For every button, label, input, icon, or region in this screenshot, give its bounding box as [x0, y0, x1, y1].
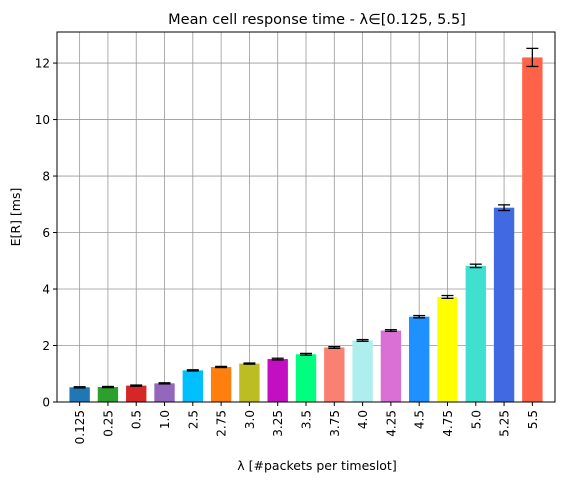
bar — [267, 359, 288, 402]
bar — [408, 316, 430, 402]
bar — [522, 57, 543, 402]
x-tick-label: 1.0 — [158, 410, 172, 429]
x-tick-label: 2.5 — [186, 410, 200, 429]
x-tick-label: 0.5 — [130, 410, 144, 429]
error-bar — [158, 382, 171, 385]
error-bar — [384, 329, 397, 333]
x-tick-label: 4.5 — [413, 410, 427, 429]
y-axis-ticks: 0 2 4 6 8 10 12 — [35, 57, 57, 410]
y-tick-label: 6 — [42, 226, 50, 240]
x-tick-label: 5.25 — [498, 410, 512, 437]
x-tick-label: 4.0 — [356, 410, 370, 429]
error-bar — [300, 352, 312, 356]
bar — [69, 387, 90, 402]
x-tick-label: 3.0 — [243, 410, 257, 429]
bar — [493, 207, 515, 402]
bars-group — [69, 57, 543, 402]
bar — [97, 387, 119, 402]
error-bar — [271, 357, 284, 361]
error-bar — [469, 263, 482, 269]
x-tick-label: 3.75 — [328, 410, 342, 437]
y-tick-label: 2 — [42, 339, 50, 353]
bar — [437, 296, 458, 402]
x-tick-label: 0.125 — [73, 410, 87, 444]
y-tick-label: 12 — [35, 57, 50, 71]
y-tick-label: 10 — [35, 113, 50, 127]
bar — [126, 385, 147, 402]
x-tick-label: 4.75 — [441, 410, 455, 437]
y-tick-label: 0 — [42, 396, 50, 410]
error-bar — [186, 369, 199, 372]
error-bars-group — [73, 47, 539, 389]
bar — [239, 363, 260, 402]
x-tick-label: 2.75 — [215, 410, 229, 437]
x-axis-label: λ [#packets per timeslot] — [237, 458, 396, 473]
error-bar — [498, 204, 511, 212]
x-tick-label: 3.5 — [300, 410, 314, 429]
error-bar — [215, 365, 228, 369]
bar — [380, 330, 402, 402]
x-tick-label: 5.5 — [526, 410, 540, 429]
bar — [352, 340, 373, 402]
bar — [154, 383, 175, 402]
bar — [182, 370, 204, 402]
chart-title: Mean cell response time - λ∈[0.125, 5.5] — [168, 12, 466, 28]
bar — [324, 347, 345, 402]
bar — [465, 265, 486, 402]
error-bar — [328, 345, 341, 349]
x-tick-label: 4.25 — [384, 410, 398, 437]
error-bar — [101, 385, 114, 389]
error-bar — [73, 386, 86, 389]
x-tick-label: 0.25 — [101, 410, 115, 437]
y-axis-label: E[R] [ms] — [8, 188, 23, 247]
x-axis-ticks: 0.125 0.25 0.5 1.0 2.5 2.75 3.0 3.25 3.5 3.75 4.0 4… — [73, 402, 540, 444]
bar — [295, 354, 317, 402]
error-bar — [441, 294, 454, 299]
y-tick-label: 4 — [42, 283, 50, 297]
bar — [210, 366, 232, 402]
error-bar — [243, 362, 256, 365]
x-tick-label: 3.25 — [271, 410, 285, 437]
error-bar — [526, 47, 539, 68]
x-tick-label: 5.0 — [469, 410, 483, 429]
error-bar — [130, 384, 143, 387]
y-tick-label: 8 — [42, 170, 50, 184]
error-bar — [413, 314, 426, 319]
error-bar — [356, 338, 369, 342]
